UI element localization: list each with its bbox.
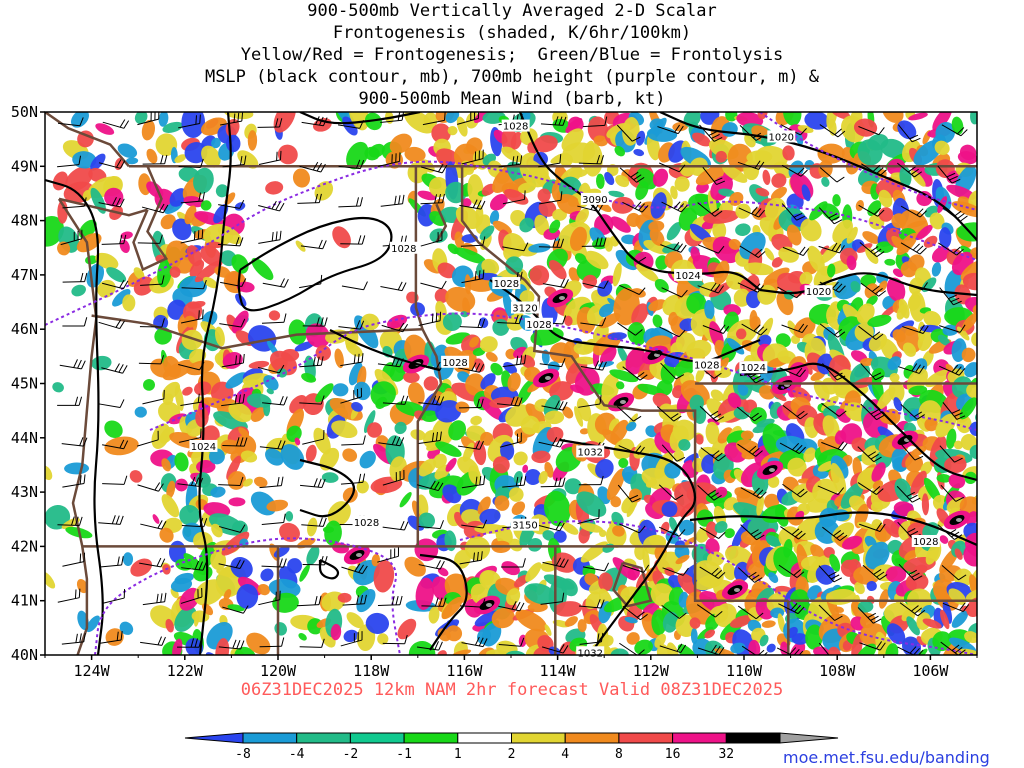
- lon-tick-label: 110W: [726, 662, 763, 680]
- colorbar-swatch: [511, 732, 566, 744]
- mslp-contour-label: 1028: [389, 241, 418, 255]
- mslp-label-text: 1028: [503, 122, 528, 133]
- colorbar-label: 1: [454, 747, 462, 762]
- mslp-label-text: 1024: [191, 442, 216, 453]
- lat-tick-label: 44N: [11, 429, 38, 447]
- lat-tick-label: 48N: [11, 212, 38, 230]
- colorbar-label: 32: [718, 747, 734, 762]
- colorbar: -8 -4 -2 -1 1 2 4 8 16 32: [184, 732, 839, 762]
- lon-tick-label: 122W: [167, 662, 204, 680]
- title-line-2: Frontogenesis (shaded, K/6hr/100km): [332, 23, 692, 43]
- title-line-5: 900-500mb Mean Wind (barb, kt): [358, 89, 666, 109]
- lon-tick-label: 106W: [912, 662, 949, 680]
- lon-tick-label: 118W: [353, 662, 390, 680]
- axes: 50N 49N 48N 47N 46N 45N 44N 43N 42N 41N 40N 124W 122…: [11, 103, 978, 680]
- height-contour-label: 3120: [510, 301, 539, 314]
- mslp-label-text: 1028: [494, 279, 519, 290]
- lat-tick-label: 43N: [11, 483, 38, 501]
- colorbar-max-arrow: [779, 732, 839, 744]
- mslp-label-text: 1028: [354, 518, 379, 529]
- plot-area: [45, 112, 977, 655]
- title-line-1: 900-500mb Vertically Averaged 2-D Scalar: [307, 1, 717, 21]
- colorbar-label: 2: [508, 747, 516, 762]
- colorbar-label: 8: [615, 747, 623, 762]
- height-contour-label: 3090: [580, 192, 609, 206]
- title-line-3: Yellow/Red = Frontogenesis; Green/Blue =…: [240, 45, 784, 65]
- colorbar-label: 16: [665, 747, 681, 762]
- mslp-label-text: 1032: [577, 447, 602, 458]
- forecast-valid-subtitle: 06Z31DEC2025 12km NAM 2hr forecast Valid…: [240, 680, 784, 700]
- lat-tick-label: 45N: [11, 375, 38, 393]
- colorbar-swatch: [672, 732, 727, 744]
- title-line-4: MSLP (black contour, mb), 700mb height (…: [204, 67, 820, 87]
- mslp-contour-label: 1032: [576, 646, 605, 659]
- mslp-label-text: 1028: [442, 358, 467, 369]
- mslp-label-text: 1028: [526, 320, 551, 331]
- mslp-contour-label: 1028: [501, 119, 530, 133]
- height-contour-label: 3150: [510, 518, 539, 532]
- source-credit[interactable]: moe.met.fsu.edu/banding: [783, 748, 990, 767]
- colorbar-swatch: [349, 732, 405, 744]
- colorbar-swatch: [242, 732, 298, 744]
- height-label-text: 3120: [512, 303, 537, 314]
- colorbar-swatch: [403, 732, 459, 744]
- mslp-contour-label: 1028: [441, 355, 470, 369]
- colorbar-label: -2: [343, 747, 359, 762]
- colorbar-label: -1: [396, 747, 412, 762]
- mslp-label-text: 1028: [913, 537, 938, 548]
- mslp-contour-label: 1032: [576, 445, 605, 458]
- lat-tick-label: 49N: [11, 157, 38, 175]
- mslp-contour-label: 1028: [692, 358, 721, 371]
- height-label-text: 3090: [582, 195, 607, 206]
- lon-tick-label: 124W: [74, 662, 111, 680]
- wind-barbs: [57, 112, 970, 655]
- mslp-contour-label: 1020: [767, 130, 796, 143]
- lat-tick-label: 41N: [11, 592, 38, 610]
- lon-tick-label: 112W: [633, 662, 670, 680]
- lat-tick-label: 47N: [11, 266, 38, 284]
- mslp-contour-label: 1028: [352, 515, 381, 529]
- lat-tick-label: 40N: [11, 646, 38, 664]
- lon-tick-label: 114W: [540, 662, 577, 680]
- colorbar-swatch: [725, 732, 781, 744]
- mslp-contour-label: 1024: [739, 361, 768, 374]
- colorbar-swatch: [457, 732, 512, 744]
- lon-tick-label: 116W: [446, 662, 483, 680]
- lat-tick-label: 46N: [11, 320, 38, 338]
- height-label-text: 3150: [512, 521, 537, 532]
- mslp-label-text: 1020: [806, 287, 831, 298]
- colorbar-swatch: [296, 732, 351, 744]
- mslp-contour-label: 1028: [524, 317, 553, 331]
- mslp-contour-label: 1024: [674, 268, 703, 282]
- colorbar-label: -4: [289, 747, 305, 762]
- state-borders: [45, 112, 977, 655]
- colorbar-swatch: [564, 732, 620, 744]
- lat-tick-label: 42N: [11, 537, 38, 555]
- colorbar-label: -8: [235, 747, 251, 762]
- mslp-contour-label: 1020: [804, 285, 833, 298]
- mslp-label-text: 1024: [741, 363, 766, 374]
- mslp-label-text: 1032: [577, 648, 602, 659]
- mslp-label-text: 1028: [694, 360, 719, 371]
- mslp-label-text: 1024: [675, 271, 700, 282]
- colorbar-swatch: [618, 732, 674, 744]
- mslp-contour-label: 1028: [911, 534, 940, 548]
- mslp-contour-label: 1028: [492, 277, 521, 290]
- mslp-label-text: 1020: [769, 132, 794, 143]
- mslp-contour-label: 1024: [189, 439, 218, 453]
- lon-tick-label: 120W: [260, 662, 297, 680]
- mslp-label-text: 1028: [391, 244, 416, 255]
- contour-labels: 1028 1020 1028 1028 1024 1020 1028 1028 1028 1024…: [189, 119, 940, 659]
- colorbar-min-arrow: [184, 732, 244, 744]
- colorbar-label: 4: [561, 747, 569, 762]
- title-block: 900-500mb Vertically Averaged 2-D Scalar…: [0, 0, 1024, 110]
- lat-tick-label: 50N: [11, 103, 38, 121]
- lon-tick-label: 108W: [819, 662, 856, 680]
